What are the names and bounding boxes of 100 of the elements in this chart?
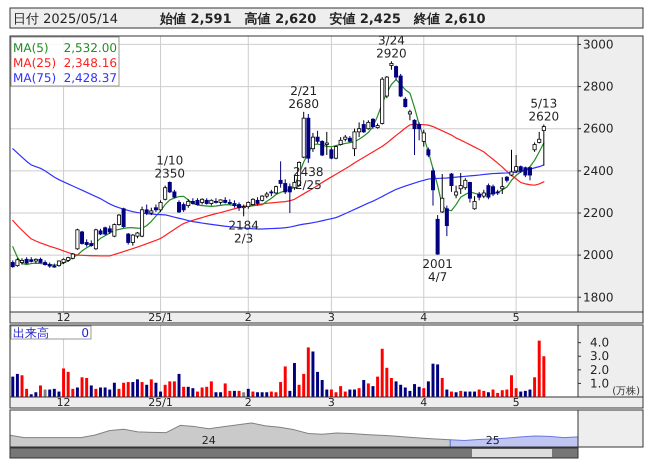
- candlestick: [370, 118, 375, 130]
- bar: [16, 374, 19, 397]
- bar: [454, 392, 458, 397]
- candlestick: [440, 174, 444, 214]
- y-tick-label: 1800: [583, 290, 614, 304]
- y-tick-label: 2600: [583, 122, 614, 136]
- bar: [145, 384, 148, 397]
- bar: [482, 390, 486, 397]
- x-tick-label: 2: [244, 396, 252, 409]
- bar: [246, 388, 250, 397]
- candlestick: [412, 118, 417, 156]
- y-tick-label: 2.0: [590, 362, 610, 377]
- chart-title: 出来高: [13, 326, 49, 340]
- bar: [366, 383, 370, 397]
- annotation: 3/24 2920: [376, 33, 407, 60]
- candlestick: [454, 185, 458, 199]
- candlestick: [431, 167, 435, 206]
- bar: [542, 356, 546, 397]
- candlestick: [532, 142, 537, 152]
- bar: [228, 390, 232, 397]
- bar: [445, 390, 448, 397]
- text: MA(5): [13, 41, 49, 55]
- annotation: 2/21 2680: [288, 84, 319, 111]
- bar: [164, 384, 167, 397]
- bar: [232, 390, 236, 397]
- bar: [358, 388, 361, 397]
- candlestick: [80, 230, 84, 246]
- bar: [306, 347, 310, 397]
- y-tick-label: 4.0: [590, 336, 610, 350]
- x-tick-label: 2: [244, 311, 252, 324]
- bar: [76, 387, 79, 397]
- chart-subtitle: 始値 2,591 高値 2,620 安値 2,425 終値 2,610: [159, 11, 486, 27]
- bar: [210, 381, 213, 397]
- candlestick: [403, 96, 408, 108]
- x-tick-label: 4: [420, 311, 428, 324]
- x-tick-label: 3: [328, 396, 335, 409]
- candlestick: [122, 207, 126, 228]
- candlestick: [75, 228, 80, 250]
- y-tick-label: 3.0: [590, 349, 610, 364]
- candlestick: [472, 196, 477, 210]
- bar: [325, 390, 328, 397]
- bar: [44, 390, 47, 397]
- candlestick: [514, 154, 518, 174]
- bar: [238, 390, 241, 397]
- x-tick-label: 12: [56, 396, 71, 409]
- bar: [150, 379, 153, 397]
- annotation: 0: [81, 326, 89, 340]
- candlestick: [468, 181, 472, 203]
- annotation: 2001 4/7: [422, 256, 453, 284]
- bar: [450, 392, 453, 397]
- bar: [394, 381, 398, 397]
- candlestick: [366, 120, 370, 130]
- line-series: [12, 148, 544, 230]
- bar: [80, 377, 84, 397]
- chart-title: 日付 2025/05/14: [13, 12, 118, 27]
- bar: [112, 382, 116, 397]
- candlestick: [528, 166, 532, 181]
- x-tick-label: 24: [202, 434, 216, 447]
- bar: [251, 392, 254, 397]
- text: MA(25): [13, 56, 56, 70]
- candlestick: [334, 145, 338, 160]
- candlestick: [329, 147, 334, 160]
- y-tick-label: 2200: [583, 206, 614, 220]
- bar: [48, 390, 52, 397]
- text: MA(75): [13, 71, 56, 85]
- annotation: 2,428.37: [64, 71, 117, 85]
- candlestick: [163, 185, 168, 201]
- candlestick: [177, 200, 182, 214]
- y-tick-label: 1.0: [590, 376, 610, 390]
- bar: [492, 390, 495, 397]
- annotation: 5/13 2620: [528, 96, 560, 124]
- bar: [90, 385, 93, 397]
- y-tick-label: 2800: [583, 80, 614, 94]
- bar: [136, 379, 139, 397]
- bar: [292, 363, 296, 397]
- bar: [71, 388, 74, 397]
- candlestick: [126, 232, 130, 246]
- bar: [94, 388, 98, 397]
- bar: [140, 382, 144, 397]
- candlestick: [426, 147, 430, 158]
- bar: [528, 390, 532, 397]
- candlestick: [310, 132, 315, 152]
- y-tick-label: 2000: [583, 248, 614, 262]
- candlestick: [444, 205, 449, 237]
- candlestick: [278, 160, 283, 188]
- bar: [224, 383, 227, 397]
- annotation: 2,348.16: [64, 56, 117, 70]
- candlestick: [144, 204, 149, 216]
- candlestick: [500, 176, 504, 195]
- x-tick-label: 25: [486, 434, 500, 447]
- x-tick-label: 25/1: [148, 396, 173, 409]
- candlestick: [408, 109, 412, 121]
- bar: [178, 374, 180, 397]
- bar: [478, 390, 481, 397]
- bar: [62, 368, 66, 397]
- annotation: 1/10 2350: [154, 153, 186, 180]
- candlestick: [324, 131, 329, 156]
- candlestick: [542, 124, 546, 166]
- candlestick: [449, 172, 454, 192]
- y-axis-title: (万株): [612, 385, 640, 397]
